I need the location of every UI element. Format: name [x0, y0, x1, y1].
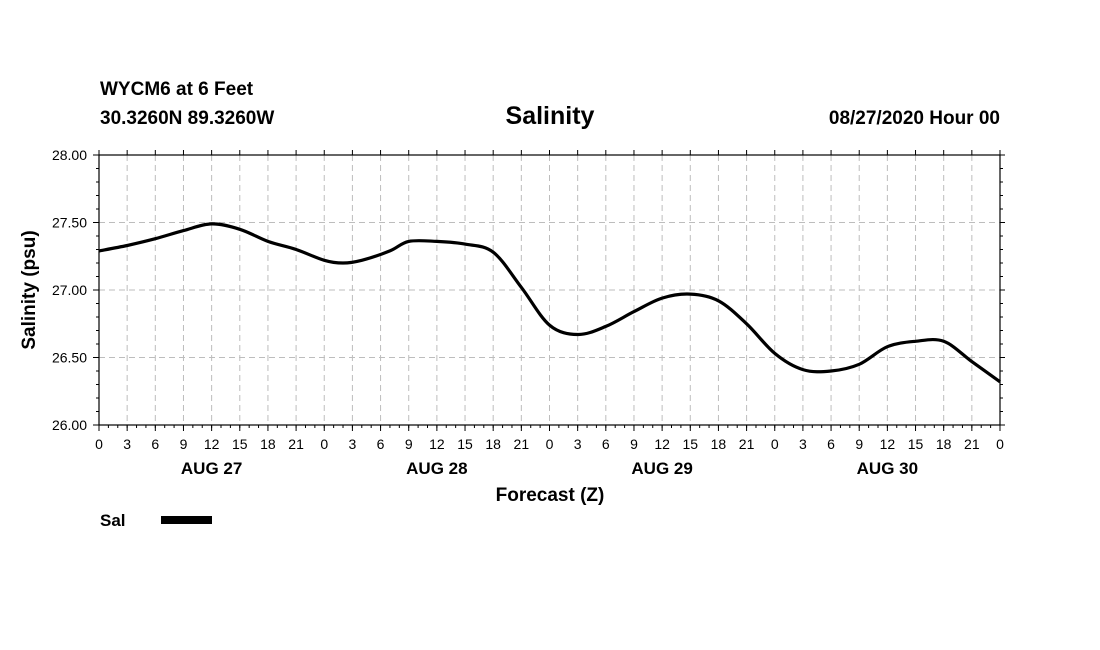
x-tick-label: 15: [457, 436, 473, 452]
day-label: AUG 27: [181, 459, 242, 478]
x-tick-label: 18: [936, 436, 952, 452]
x-tick-label: 0: [546, 436, 554, 452]
x-tick-label: 12: [429, 436, 445, 452]
station-label: WYCM6 at 6 Feet: [100, 79, 254, 100]
day-labels: AUG 27 AUG 28 AUG 29 AUG 30: [181, 459, 918, 478]
x-tick-label: 9: [855, 436, 863, 452]
x-tick-label: 12: [204, 436, 220, 452]
x-tick-label: 12: [654, 436, 670, 452]
x-tick-label: 0: [771, 436, 779, 452]
legend-label: Sal: [100, 511, 126, 530]
day-label: AUG 29: [631, 459, 692, 478]
y-tick-label: 28.00: [52, 147, 87, 163]
x-tick-label: 12: [880, 436, 896, 452]
x-axis-label: Forecast (Z): [496, 485, 605, 506]
y-tick-labels: 26.00 26.50 27.00 27.50 28.00: [52, 147, 87, 433]
day-label: AUG 28: [406, 459, 467, 478]
run-time-label: 08/27/2020 Hour 00: [829, 108, 1000, 129]
x-tick-label: 21: [964, 436, 980, 452]
axis-ticks: [93, 150, 1005, 431]
x-tick-label: 0: [95, 436, 103, 452]
x-tick-label: 3: [574, 436, 582, 452]
x-tick-label: 21: [514, 436, 530, 452]
x-tick-label: 9: [180, 436, 188, 452]
x-tick-label: 0: [320, 436, 328, 452]
y-tick-label: 27.50: [52, 215, 87, 231]
series-line-sal: [98, 222, 1001, 384]
x-tick-label: 6: [151, 436, 159, 452]
x-tick-label: 18: [260, 436, 276, 452]
x-tick-label: 15: [232, 436, 248, 452]
y-tick-label: 26.50: [52, 350, 87, 366]
y-axis-label: Salinity (psu): [19, 230, 40, 349]
x-tick-label: 0: [996, 436, 1004, 452]
grid: [99, 155, 1000, 425]
x-tick-label: 18: [711, 436, 727, 452]
x-tick-label: 6: [827, 436, 835, 452]
x-tick-label: 3: [799, 436, 807, 452]
x-tick-label: 15: [908, 436, 924, 452]
plot-frame: [98, 154, 1001, 426]
x-tick-label: 18: [485, 436, 501, 452]
x-tick-label: 9: [630, 436, 638, 452]
x-tick-labels: 0 3 6 9 12 15 18 21 0 3 6 9 12 15 18 21 0 3 6 9 12 15 18 21 0 3 6 9…: [95, 436, 1004, 452]
location-label: 30.3260N 89.3260W: [100, 108, 274, 129]
x-tick-label: 6: [602, 436, 610, 452]
x-tick-label: 3: [349, 436, 357, 452]
x-tick-label: 21: [739, 436, 755, 452]
x-tick-label: 21: [288, 436, 304, 452]
x-tick-label: 15: [682, 436, 698, 452]
day-label: AUG 30: [857, 459, 918, 478]
y-tick-label: 26.00: [52, 417, 87, 433]
chart-title: Salinity: [506, 102, 595, 130]
x-tick-label: 9: [405, 436, 413, 452]
legend-swatch: [161, 516, 212, 524]
x-tick-label: 3: [123, 436, 131, 452]
x-tick-label: 6: [377, 436, 385, 452]
y-tick-label: 27.00: [52, 282, 87, 298]
